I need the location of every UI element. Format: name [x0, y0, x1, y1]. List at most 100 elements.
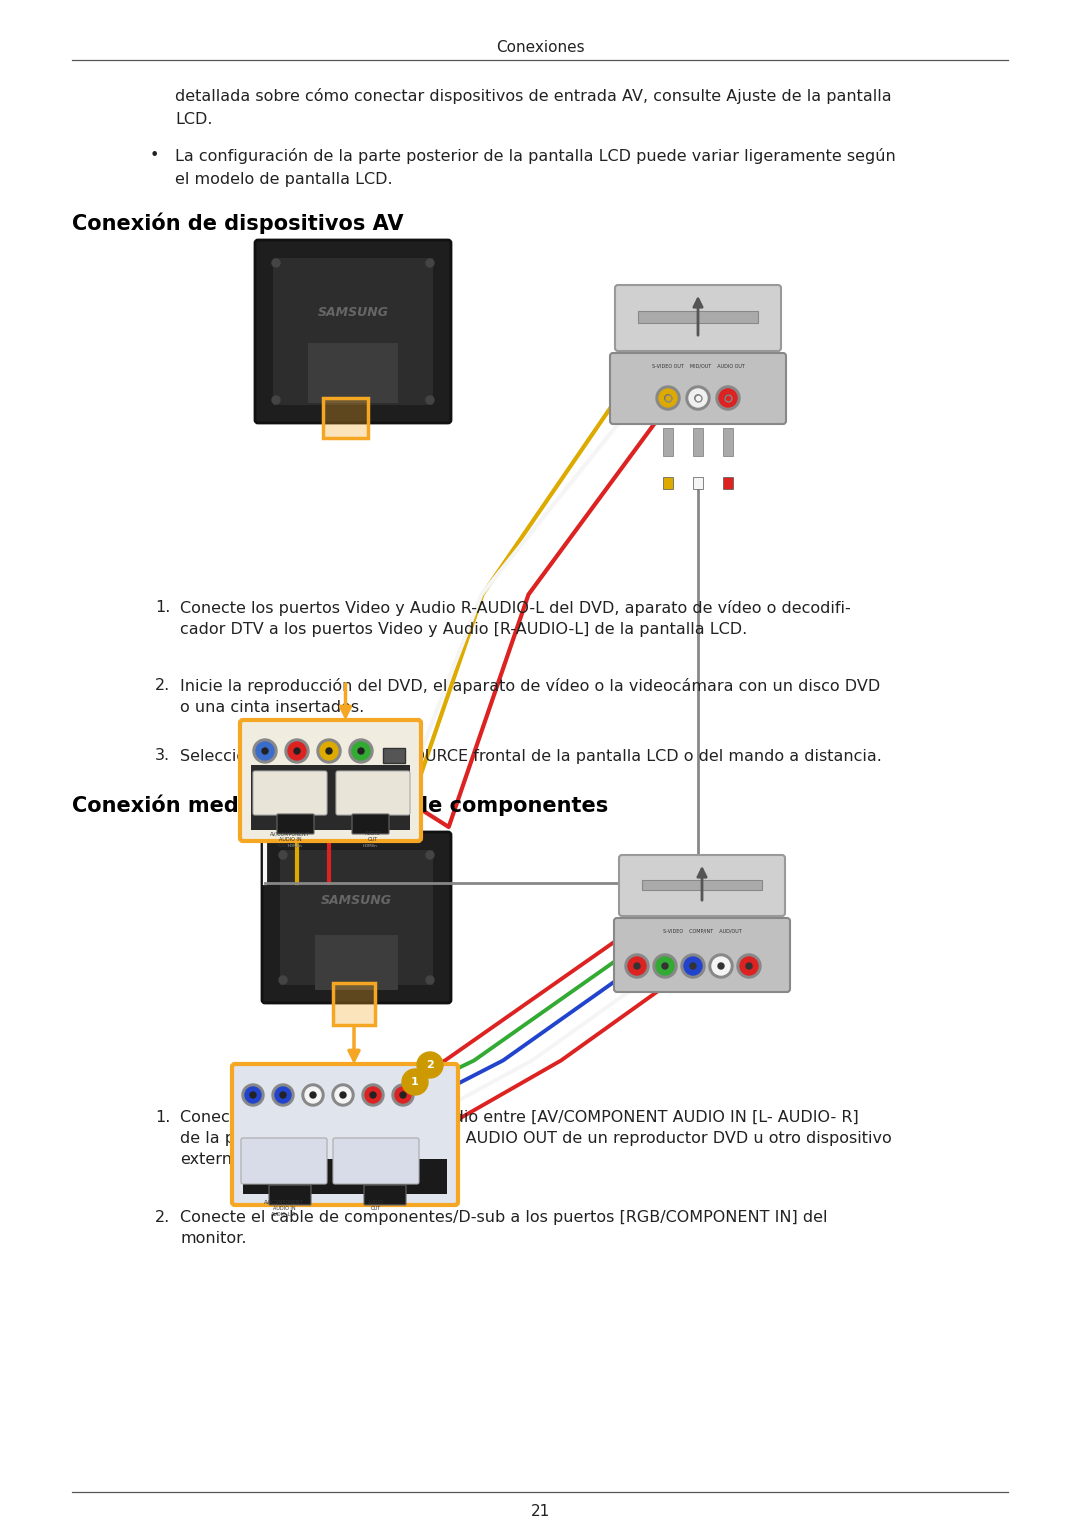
- Bar: [723, 428, 733, 457]
- Circle shape: [262, 748, 268, 754]
- Circle shape: [653, 954, 677, 977]
- Circle shape: [362, 1084, 384, 1106]
- Text: 1.: 1.: [156, 1110, 171, 1125]
- Circle shape: [684, 957, 702, 976]
- Circle shape: [294, 748, 300, 754]
- Bar: [273, 258, 433, 405]
- Circle shape: [335, 1087, 351, 1102]
- Circle shape: [357, 748, 364, 754]
- Circle shape: [746, 964, 752, 970]
- Text: La configuración de la parte posterior de la pantalla LCD puede variar ligeramen: La configuración de la parte posterior d…: [175, 148, 895, 163]
- Text: S-VIDEO    COMP/INT    AUD/OUT: S-VIDEO COMP/INT AUD/OUT: [663, 928, 741, 933]
- Text: el modelo de pantalla LCD.: el modelo de pantalla LCD.: [175, 173, 393, 186]
- Circle shape: [365, 1087, 381, 1102]
- Circle shape: [272, 1084, 294, 1106]
- Bar: [323, 399, 368, 438]
- FancyBboxPatch shape: [255, 240, 451, 423]
- Circle shape: [318, 739, 341, 764]
- Text: Conecte los puertos Video y Audio R-AUDIO-L del DVD, aparato de vídeo o decodifi: Conecte los puertos Video y Audio R-AUDI…: [180, 600, 851, 637]
- Bar: [663, 476, 673, 489]
- Bar: [315, 935, 399, 989]
- Text: Conexión de dispositivos AV: Conexión de dispositivos AV: [72, 212, 404, 235]
- Circle shape: [253, 739, 276, 764]
- Circle shape: [402, 1069, 428, 1095]
- Circle shape: [310, 1092, 316, 1098]
- Bar: [723, 476, 733, 489]
- Text: 2.: 2.: [156, 1209, 171, 1225]
- FancyBboxPatch shape: [240, 721, 421, 841]
- Text: 2.: 2.: [156, 678, 171, 693]
- Text: SAMSUNG: SAMSUNG: [321, 893, 392, 907]
- Circle shape: [417, 1052, 443, 1078]
- Circle shape: [392, 1084, 414, 1106]
- Circle shape: [712, 957, 730, 976]
- FancyBboxPatch shape: [336, 771, 410, 815]
- Circle shape: [302, 1084, 324, 1106]
- Bar: [251, 765, 410, 831]
- Circle shape: [280, 1092, 286, 1098]
- FancyBboxPatch shape: [333, 1138, 419, 1183]
- Circle shape: [686, 386, 710, 411]
- Circle shape: [725, 395, 731, 402]
- Text: Conecte el cable de componentes/D-sub a los puertos [RGB/COMPONENT IN] del
monit: Conecte el cable de componentes/D-sub a …: [180, 1209, 827, 1246]
- Circle shape: [275, 1087, 291, 1102]
- Circle shape: [242, 1084, 264, 1106]
- Circle shape: [662, 964, 669, 970]
- Circle shape: [689, 389, 707, 408]
- Circle shape: [370, 1092, 376, 1098]
- Circle shape: [349, 739, 373, 764]
- Text: Conecte un juego de cables de audio entre [AV/COMPONENT AUDIO IN [L- AUDIO- R]
d: Conecte un juego de cables de audio entr…: [180, 1110, 892, 1167]
- Text: •: •: [150, 148, 160, 163]
- Text: 21: 21: [530, 1504, 550, 1519]
- Circle shape: [272, 395, 280, 405]
- Circle shape: [249, 1092, 256, 1098]
- FancyBboxPatch shape: [262, 832, 451, 1003]
- Circle shape: [288, 742, 306, 760]
- Circle shape: [426, 260, 434, 267]
- Text: Seleccione AV con el botón SOURCE frontal de la pantalla LCD o del mando a dista: Seleccione AV con el botón SOURCE fronta…: [180, 748, 882, 764]
- Circle shape: [708, 954, 733, 977]
- Text: AUDIO
OUT: AUDIO OUT: [368, 1200, 383, 1211]
- Text: 3.: 3.: [156, 748, 171, 764]
- Text: detallada sobre cómo conectar dispositivos de entrada AV, consulte Ajuste de la : detallada sobre cómo conectar dispositiv…: [175, 89, 892, 104]
- Circle shape: [400, 1092, 406, 1098]
- Bar: [693, 428, 703, 457]
- Text: Conexiones: Conexiones: [496, 41, 584, 55]
- Text: AV/COMPONENT
AUDIO IN
AUDIO-L/R: AV/COMPONENT AUDIO IN AUDIO-L/R: [265, 1200, 303, 1217]
- Circle shape: [256, 742, 274, 760]
- Bar: [693, 476, 703, 489]
- Circle shape: [285, 739, 309, 764]
- FancyBboxPatch shape: [232, 1064, 458, 1205]
- Circle shape: [352, 742, 370, 760]
- Text: SAMSUNG: SAMSUNG: [318, 307, 389, 319]
- Circle shape: [718, 964, 724, 970]
- Circle shape: [719, 389, 737, 408]
- Circle shape: [426, 851, 434, 860]
- Circle shape: [245, 1087, 261, 1102]
- Bar: [280, 851, 433, 985]
- Text: 2: 2: [427, 1060, 434, 1070]
- Circle shape: [395, 1087, 411, 1102]
- Circle shape: [625, 954, 649, 977]
- Circle shape: [627, 957, 646, 976]
- Circle shape: [426, 395, 434, 405]
- Text: AUDIO
OUT: AUDIO OUT: [365, 831, 381, 841]
- Circle shape: [305, 1087, 321, 1102]
- Circle shape: [272, 260, 280, 267]
- Circle shape: [340, 1092, 346, 1098]
- Bar: [243, 1159, 447, 1194]
- Circle shape: [332, 1084, 354, 1106]
- FancyBboxPatch shape: [352, 814, 389, 834]
- Circle shape: [740, 957, 758, 976]
- Bar: [308, 344, 399, 403]
- Text: HDMI/n: HDMI/n: [287, 844, 302, 847]
- Text: S-VIDEO OUT    MID/OUT    AUDIO OUT: S-VIDEO OUT MID/OUT AUDIO OUT: [651, 363, 744, 368]
- FancyBboxPatch shape: [615, 918, 789, 993]
- Circle shape: [656, 386, 680, 411]
- Circle shape: [737, 954, 761, 977]
- Circle shape: [681, 954, 705, 977]
- Circle shape: [279, 851, 287, 860]
- Text: AV/COMPONENT
AUDIO IN
AUDIO-L/R: AV/COMPONENT AUDIO IN AUDIO-L/R: [270, 831, 310, 847]
- Bar: [383, 748, 405, 764]
- Text: Conexión mediante un cable de componentes: Conexión mediante un cable de componente…: [72, 796, 608, 817]
